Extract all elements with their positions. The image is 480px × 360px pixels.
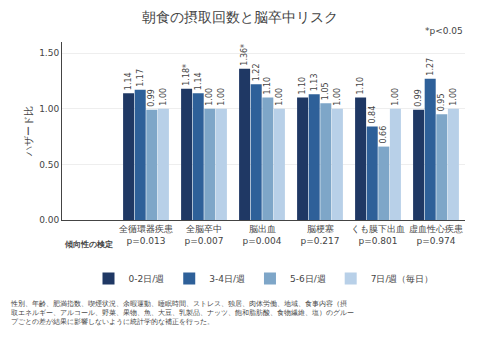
svg-text:1.14: 1.14	[124, 72, 133, 90]
svg-text:1.10: 1.10	[298, 77, 307, 95]
svg-text:1.13: 1.13	[310, 73, 319, 91]
svg-text:1.14: 1.14	[194, 72, 203, 90]
svg-text:1.00: 1.00	[39, 104, 59, 114]
svg-text:0.99: 0.99	[414, 89, 423, 107]
svg-text:ハザード比: ハザード比	[23, 106, 34, 157]
svg-text:1.17: 1.17	[136, 69, 145, 87]
svg-text:0.84: 0.84	[368, 106, 377, 124]
svg-text:1.00: 1.00	[391, 88, 400, 106]
svg-text:1.00: 1.00	[275, 88, 284, 106]
svg-text:1.50: 1.50	[39, 48, 59, 58]
svg-text:1.27: 1.27	[426, 58, 435, 76]
svg-text:0.99: 0.99	[147, 89, 156, 107]
svg-text:脳出血p=0.004: 脳出血p=0.004	[242, 224, 281, 246]
svg-text:全脳卒中p=0.007: 全脳卒中p=0.007	[184, 224, 223, 246]
svg-text:虚血性心疾患p=0.974: 虚血性心疾患p=0.974	[409, 224, 463, 246]
svg-text:傾向性の検定: 傾向性の検定	[64, 239, 113, 249]
svg-text:0-2日/週: 0-2日/週	[129, 274, 165, 284]
svg-text:1.00: 1.00	[205, 88, 214, 106]
svg-text:0.50: 0.50	[39, 160, 59, 170]
svg-text:1.05: 1.05	[321, 82, 330, 100]
svg-text:1.22: 1.22	[252, 63, 261, 81]
svg-text:0.95: 0.95	[437, 93, 446, 111]
svg-text:1.36*: 1.36*	[240, 44, 249, 66]
svg-text:1.00: 1.00	[333, 88, 342, 106]
svg-text:7日/週（毎日）: 7日/週（毎日）	[371, 274, 434, 284]
svg-text:1.00: 1.00	[449, 88, 458, 106]
svg-text:1.00: 1.00	[159, 88, 168, 106]
svg-text:1.18*: 1.18*	[182, 64, 191, 86]
svg-text:全循環器疾患p=0.013: 全循環器疾患p=0.013	[119, 224, 173, 246]
svg-text:くも膜下出血p=0.801: くも膜下出血p=0.801	[351, 224, 405, 246]
svg-text:朝食の摂取回数と脳卒中リスク: 朝食の摂取回数と脳卒中リスク	[142, 9, 338, 25]
svg-text:1.00: 1.00	[217, 88, 226, 106]
svg-text:0.00: 0.00	[39, 215, 59, 225]
svg-text:1.10: 1.10	[356, 77, 365, 95]
svg-text:*p<0.05: *p<0.05	[425, 26, 463, 36]
svg-text:3-4日/週: 3-4日/週	[209, 274, 245, 284]
svg-text:5-6日/週: 5-6日/週	[290, 274, 326, 284]
svg-text:性別、年齢、肥満指数、喫煙状況、余暇運動、睡眠時間、ストレス: 性別、年齢、肥満指数、喫煙状況、余暇運動、睡眠時間、ストレス、独居、肉体労働、地…	[10, 300, 354, 326]
svg-text:1.10: 1.10	[263, 77, 272, 95]
svg-text:脳梗塞p=0.217: 脳梗塞p=0.217	[300, 224, 339, 246]
svg-text:0.66: 0.66	[379, 126, 388, 144]
